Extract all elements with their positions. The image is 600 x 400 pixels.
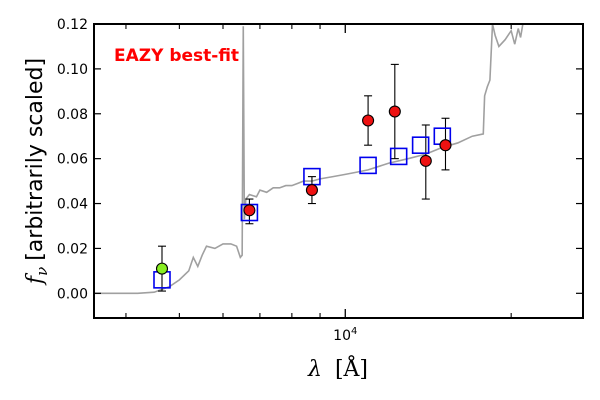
- observed-photometry-point: [305, 184, 318, 197]
- model-photometry-point: [359, 156, 377, 175]
- x-axis-symbol: λ: [307, 357, 322, 382]
- x-axis-unit: [Å]: [335, 354, 368, 382]
- y-tick-label: 0.04: [57, 197, 88, 213]
- plot-frame: [93, 23, 584, 319]
- observed-photometry-point: [388, 105, 401, 118]
- observed-photometry-point: [155, 262, 169, 275]
- observed-photometry-point: [419, 154, 432, 167]
- model-spectrum-line: [94, 24, 524, 295]
- model-photometry-point: [411, 136, 430, 154]
- y-tick-label: 0.12: [57, 17, 88, 33]
- y-tick-label: 0.00: [57, 286, 88, 302]
- y-tick-label: 0.02: [57, 241, 88, 257]
- plot-background: [94, 24, 583, 318]
- y-axis-subscript: ν: [33, 267, 51, 276]
- y-tick-label: 0.10: [57, 62, 88, 78]
- x-axis-title: λ [Å]: [307, 354, 368, 382]
- annotation-eazy: EAZY best-fit: [114, 46, 239, 66]
- x-tick-label: 104: [333, 326, 357, 344]
- observed-photometry-point: [362, 114, 375, 127]
- y-axis-title: fν[arbitrarily scaled]: [23, 58, 51, 286]
- observed-photometry-point: [439, 139, 452, 152]
- y-axis-text: [arbitrarily scaled]: [23, 58, 48, 261]
- y-tick-label: 0.08: [57, 107, 88, 123]
- y-tick-label: 0.06: [57, 152, 88, 168]
- model-photometry-point: [389, 147, 408, 166]
- observed-photometry-point: [243, 204, 256, 217]
